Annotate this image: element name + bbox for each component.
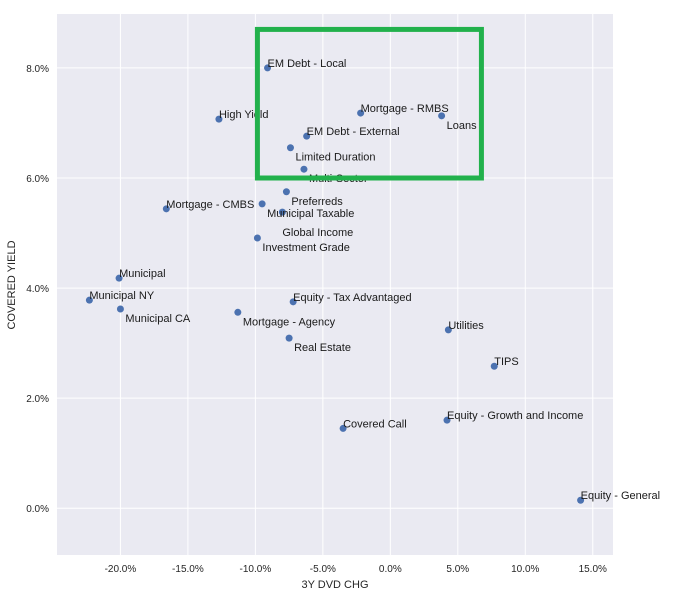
x-tick-label: 0.0%: [379, 564, 402, 575]
data-point: [285, 334, 293, 342]
data-point: [289, 298, 297, 306]
point-label: Investment Grade: [262, 242, 349, 254]
point-labels: EM Debt - Local Mortgage - RMBS Loans High …: [89, 58, 660, 502]
x-axis-label: 3Y DVD CHG: [301, 579, 368, 591]
x-tick-label: -15.0%: [172, 564, 204, 575]
data-point: [85, 296, 93, 304]
point-label: EM Debt - Local: [268, 58, 347, 70]
point-label: Equity - General: [581, 490, 660, 502]
point-label: Equity - Tax Advantaged: [293, 292, 411, 304]
point-label: Equity - Growth and Income: [447, 410, 583, 422]
data-point: [577, 496, 585, 504]
data-point: [115, 274, 123, 282]
point-label: Limited Duration: [295, 152, 375, 164]
point-label: Municipal Taxable: [267, 208, 354, 220]
point-label: Mortgage - CMBS: [166, 199, 254, 211]
data-point: [438, 112, 446, 120]
point-label: Preferreds: [291, 196, 343, 208]
x-tick-label: -5.0%: [310, 564, 336, 575]
point-label: Municipal: [119, 268, 165, 280]
data-point: [303, 132, 311, 140]
y-tick-label: 4.0%: [26, 284, 49, 295]
y-tick-label: 8.0%: [26, 64, 49, 75]
data-point: [444, 326, 452, 334]
x-tick-label: -10.0%: [240, 564, 272, 575]
data-point: [339, 424, 347, 432]
y-axis-label: COVERED YIELD: [6, 240, 18, 329]
point-label: Loans: [447, 120, 477, 132]
data-point: [258, 200, 266, 208]
data-point: [357, 109, 365, 117]
data-point: [116, 305, 124, 313]
data-point: [443, 416, 451, 424]
point-label: Municipal CA: [125, 313, 190, 325]
data-point: [490, 362, 498, 370]
y-axis-ticks: 0.0% 2.0% 4.0% 6.0% 8.0%: [26, 64, 49, 515]
x-tick-label: 15.0%: [579, 564, 607, 575]
plot-background: [57, 14, 613, 555]
x-tick-label: 5.0%: [446, 564, 469, 575]
point-label: Global Income: [282, 227, 353, 239]
y-tick-label: 2.0%: [26, 394, 49, 405]
highlight-box: [254, 26, 484, 181]
x-axis-ticks: -20.0% -15.0% -10.0% -5.0% 0.0% 5.0% 10.0% 15.0…: [105, 564, 607, 575]
point-label: Mortgage - Agency: [243, 316, 336, 328]
x-tick-label: -20.0%: [105, 564, 137, 575]
data-point: [234, 308, 242, 316]
data-point: [264, 64, 272, 72]
data-point: [278, 208, 286, 216]
point-label: TIPS: [494, 356, 518, 368]
x-tick-label: 10.0%: [511, 564, 539, 575]
data-point: [215, 115, 223, 123]
data-point: [253, 234, 261, 242]
point-label: Utilities: [448, 320, 484, 332]
y-tick-label: 0.0%: [26, 504, 49, 515]
data-point: [300, 165, 308, 173]
point-label: Real Estate: [294, 342, 351, 354]
points: [85, 64, 585, 504]
data-point: [286, 144, 294, 152]
point-label: Covered Call: [343, 418, 407, 430]
point-label: EM Debt - External: [307, 126, 400, 138]
point-label: Mortgage - RMBS: [361, 103, 449, 115]
point-label: High Yield: [219, 109, 269, 121]
data-point: [282, 188, 290, 196]
y-tick-label: 6.0%: [26, 174, 49, 185]
data-point: [162, 205, 170, 213]
point-label: Municipal NY: [89, 290, 154, 302]
